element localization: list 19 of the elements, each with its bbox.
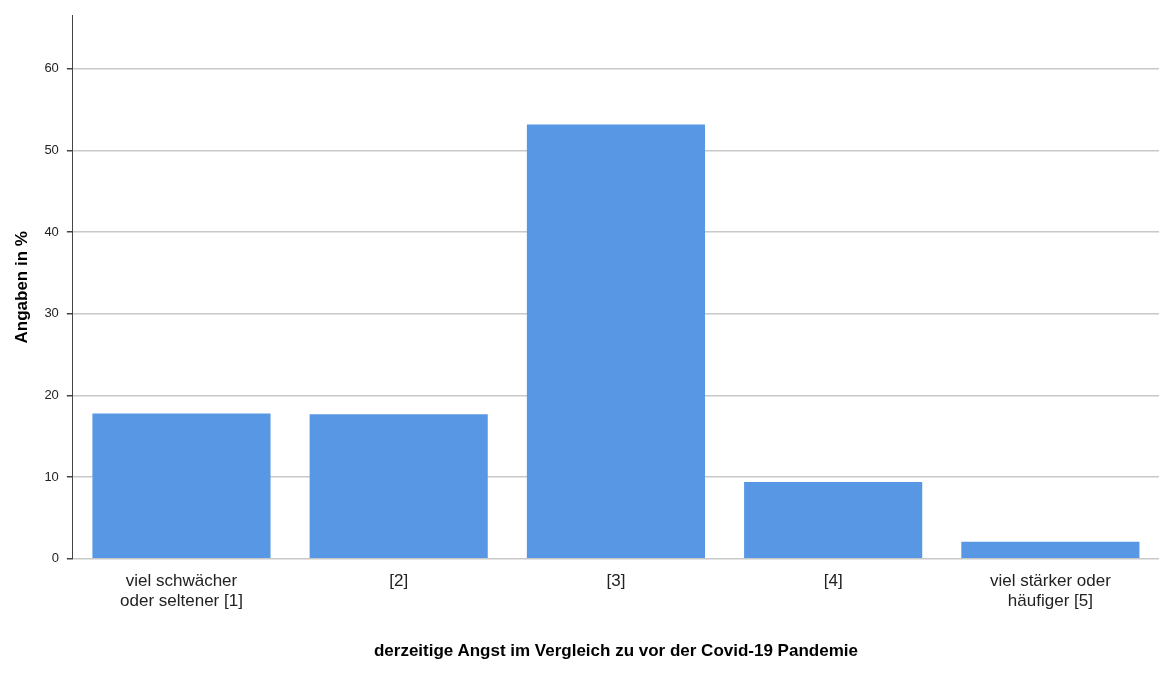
x-tick-label: viel stärker oder häufiger [5] — [989, 570, 1112, 611]
bar — [961, 541, 1140, 559]
bar — [309, 414, 488, 559]
y-tick-label: 50 — [44, 142, 59, 158]
x-tick-label: [2] — [389, 570, 409, 590]
bar — [744, 482, 923, 559]
y-tick-label: 0 — [51, 550, 59, 566]
y-tick-label: 10 — [44, 468, 59, 484]
x-tick-label: [4] — [823, 570, 843, 590]
x-tick-label: viel schwächer oder seltener [1] — [120, 570, 243, 611]
bar — [526, 124, 705, 559]
y-tick-label: 60 — [44, 60, 59, 76]
y-tick-label: 40 — [44, 223, 59, 239]
x-axis-title: derzeitige Angst im Vergleich zu vor der Covid-19 Pandemie — [373, 641, 858, 661]
y-tick-label: 30 — [44, 305, 59, 321]
bar — [92, 413, 271, 559]
y-axis-title: Angaben in % — [11, 231, 31, 344]
y-tick-label: 20 — [44, 387, 59, 403]
x-tick-label: [3] — [606, 570, 626, 590]
